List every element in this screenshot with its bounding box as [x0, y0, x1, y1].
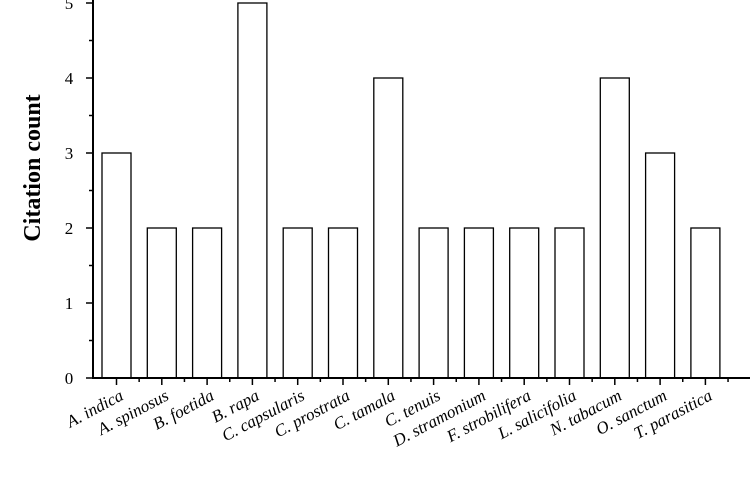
bar [690, 227, 721, 379]
bar [418, 227, 449, 379]
y-tick-label: 0 [65, 369, 74, 388]
y-ticks-group: 0 1 2 3 4 5 [65, 0, 93, 388]
bar [282, 227, 313, 379]
bars-group [101, 2, 721, 379]
bar [101, 152, 132, 379]
bar [373, 77, 404, 379]
bar [509, 227, 540, 379]
y-tick-label: 3 [65, 144, 74, 163]
bar [463, 227, 495, 379]
bar [237, 2, 268, 379]
bar [554, 227, 585, 379]
bar [191, 227, 223, 379]
y-axis-label: Citation count [20, 94, 46, 241]
y-tick-label: 1 [65, 294, 74, 313]
bar [644, 152, 676, 379]
y-tick-label: 5 [65, 0, 74, 13]
bar [146, 227, 177, 379]
y-tick-label: 4 [65, 69, 74, 88]
y-tick-label: 2 [65, 219, 74, 238]
bar [327, 227, 359, 379]
bar [599, 77, 630, 379]
